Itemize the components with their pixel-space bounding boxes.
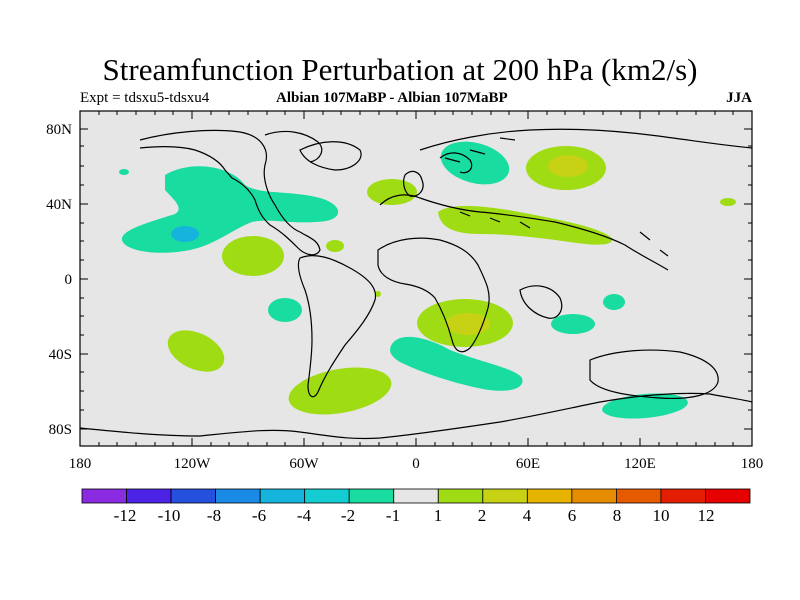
colorbar-label: 10 [652, 506, 670, 525]
x-tick-120e: 120E [624, 456, 656, 472]
contour-south-pacific-green [167, 330, 225, 372]
y-tick-0: 0 [64, 272, 73, 288]
colorbar-swatch [259, 488, 306, 504]
colorbar [81, 488, 751, 504]
contour-south-atlantic-green [288, 367, 392, 415]
colorbar-swatch [393, 488, 439, 504]
colorbar-label: -6 [251, 506, 267, 525]
x-tick-0: 0 [412, 456, 420, 472]
colorbar-label: 1 [433, 506, 443, 525]
coast-north-america [139, 129, 321, 256]
contour-southern-indian-teal [602, 393, 688, 419]
coast-islands-north [444, 137, 516, 163]
colorbar-swatch [81, 488, 127, 504]
colorbar-swatch [571, 488, 617, 504]
colorbar-swatch [705, 488, 751, 504]
coast-india [519, 285, 563, 319]
colorbar-label: 2 [477, 506, 487, 525]
colorbar-label: 8 [612, 506, 622, 525]
colorbar-label: -1 [385, 506, 401, 525]
coast-north-america-north [264, 130, 323, 163]
colorbar-label: -8 [206, 506, 222, 525]
period-label: Albian 107MaBP - Albian 107MaBP [276, 90, 508, 106]
coast-greenland [299, 141, 362, 171]
colorbar-label: -2 [340, 506, 356, 525]
contour-africa-yellow [446, 313, 490, 335]
colorbar-swatch [660, 488, 706, 504]
experiment-label: Expt = tdsxu5-tdsxu4 [80, 90, 210, 106]
colorbar-swatch [215, 488, 261, 504]
colorbar-swatch [616, 488, 662, 504]
contour-south-pacific-teal [268, 298, 302, 322]
colorbar-label: 6 [567, 506, 577, 525]
map-ticks [80, 111, 752, 446]
colorbar-swatch [482, 488, 528, 504]
contour-europe-green [367, 179, 417, 205]
streamfunction-contours [119, 141, 736, 419]
season-label: JJA [726, 90, 752, 106]
x-tick-180w: 180 [68, 456, 92, 472]
y-tick-40s: 40S [48, 347, 72, 363]
contour-siberia-yellow [548, 155, 588, 177]
contour-tropical-east-pacific [222, 236, 284, 276]
x-tick-180e: 180 [740, 456, 764, 472]
coast-scandinavia [439, 152, 473, 174]
colorbar-label: 4 [522, 506, 532, 525]
colorbar-swatch [126, 488, 172, 504]
contour-pacific-core [171, 226, 199, 242]
colorbar-swatch [304, 488, 350, 504]
coast-europe [403, 170, 424, 197]
coast-eurasia-north [419, 128, 753, 151]
contour-arctic-teal [440, 141, 510, 185]
coast-south-america [297, 255, 377, 398]
contour-small-north-pacific [119, 169, 129, 175]
coast-australia [589, 349, 719, 400]
contour-small-atlantic [326, 240, 344, 252]
x-tick-60e: 60E [515, 456, 541, 472]
contour-indian-ocean-teal [551, 314, 595, 334]
coast-africa [377, 237, 490, 353]
colorbar-label: 12 [697, 506, 715, 525]
x-tick-60w: 60W [289, 456, 319, 472]
coast-islands-east [459, 211, 669, 257]
y-tick-40n: 40N [46, 197, 72, 213]
coast-antarctica [79, 392, 753, 440]
plot-title: Streamfunction Perturbation at 200 hPa (… [102, 52, 698, 87]
contour-southern-ocean-teal [390, 336, 523, 391]
y-tick-80s: 80S [48, 422, 72, 438]
contour-pacific-east-small [720, 198, 736, 206]
colorbar-label: -10 [157, 506, 181, 525]
coast-eurasia [379, 194, 669, 271]
colorbar-swatch [348, 488, 395, 504]
contour-south-america-small [375, 291, 381, 297]
colorbar-swatch [526, 488, 573, 504]
colorbar-swatch [170, 488, 216, 504]
y-tick-80n: 80N [46, 122, 72, 138]
colorbar-swatch [437, 488, 484, 504]
coastlines [79, 128, 753, 440]
colorbar-label: -12 [113, 506, 137, 525]
x-tick-120w: 120W [173, 456, 211, 472]
colorbar-label: -4 [296, 506, 312, 525]
contour-indian-ocean-small [603, 294, 625, 310]
